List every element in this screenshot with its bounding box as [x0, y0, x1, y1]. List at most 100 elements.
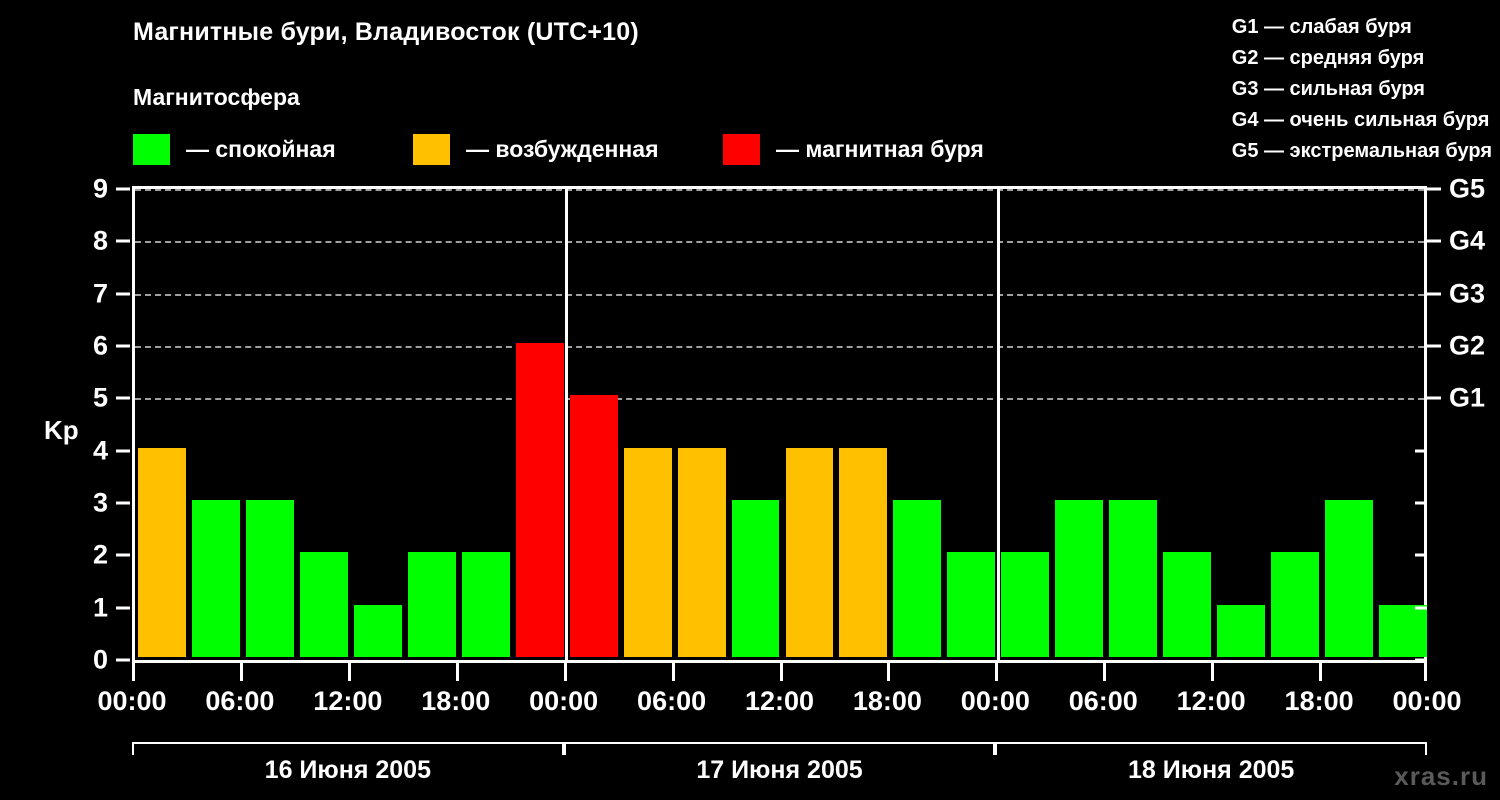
g-tick-label: G2	[1449, 330, 1486, 361]
x-tick-mark	[1211, 663, 1215, 681]
x-tick-mark	[995, 663, 999, 681]
bar-series	[135, 189, 1427, 660]
g-scale-legend-row: G5 — экстремальная буря	[1231, 140, 1492, 162]
y-tick-label: 4	[92, 435, 108, 466]
bar-quiet	[1217, 604, 1266, 657]
bar-quiet	[1001, 552, 1050, 657]
y-tick-mark	[116, 606, 130, 610]
date-bracket	[563, 742, 996, 755]
y-tick-mark	[116, 501, 130, 505]
right-axis-g-scale: G1 G2 G3 G4 G5	[1427, 174, 1497, 663]
x-tick-mark	[132, 663, 135, 681]
x-axis-ticks	[132, 663, 1427, 681]
right-minor-tick	[1415, 606, 1427, 610]
gridline	[135, 189, 1424, 191]
page-title: Магнитные бури, Владивосток (UTC+10)	[133, 18, 639, 46]
date-bracket	[132, 742, 564, 755]
x-tick-label: 12:00	[744, 686, 815, 716]
magnetosphere-legend-label: — возбужденная	[466, 135, 659, 162]
x-tick-label: 18:00	[1284, 686, 1354, 716]
gridline	[135, 398, 1424, 401]
g-tick-mark	[1427, 344, 1441, 348]
x-tick-mark	[563, 663, 567, 681]
y-tick-mark	[116, 187, 130, 191]
g-tick-label: G5	[1449, 173, 1486, 204]
y-tick-label: 1	[92, 592, 108, 623]
right-minor-tick	[1415, 501, 1427, 505]
x-tick-label: 06:00	[1068, 686, 1138, 716]
x-tick-mark	[671, 663, 675, 681]
date-axis-brackets	[132, 742, 1427, 756]
y-axis-ticks: 0 1 2 3 4 5 6 7 8 9	[76, 174, 130, 675]
bar-quiet	[1163, 552, 1212, 657]
bar-storm	[569, 395, 618, 657]
magnetosphere-legend-entry: — магнитная буря	[723, 132, 984, 166]
x-tick-label: 12:00	[1176, 686, 1246, 716]
legend-swatch-excited	[413, 133, 450, 165]
y-tick-label: 9	[92, 173, 108, 204]
magnetosphere-legend-entry: — спокойная	[133, 132, 336, 166]
x-tick-mark	[1319, 663, 1323, 681]
bar-quiet	[191, 500, 240, 657]
bar-quiet	[245, 500, 294, 657]
g-tick-label: G1	[1449, 382, 1486, 413]
x-tick-label: 00:00	[97, 686, 167, 716]
magnetosphere-legend: — спокойная — возбужденная — магнитная бур…	[133, 132, 1033, 166]
g-scale-legend-row: G2 — средняя буря	[1231, 47, 1425, 69]
x-tick-mark	[239, 663, 243, 681]
watermark: xras.ru	[1394, 761, 1488, 791]
bar-excited	[623, 447, 672, 657]
x-tick-label: 00:00	[1392, 686, 1462, 716]
magnetosphere-legend-label: — магнитная буря	[776, 135, 984, 162]
y-tick-mark	[116, 553, 130, 557]
x-tick-mark	[1103, 663, 1107, 681]
x-tick-label: 12:00	[313, 686, 383, 716]
y-tick-mark	[116, 344, 130, 348]
y-tick-mark	[116, 292, 130, 296]
gridline	[135, 346, 1424, 348]
g-tick-mark	[1427, 239, 1441, 243]
bar-quiet	[1379, 604, 1427, 657]
g-tick-label: G4	[1449, 225, 1486, 256]
bar-storm	[515, 343, 564, 657]
bar-excited	[785, 447, 834, 657]
bar-quiet	[1055, 500, 1104, 657]
bar-quiet	[299, 552, 348, 657]
date-bracket	[995, 742, 1427, 755]
x-axis-labels: 00:00 06:00 12:00 18:00 00:00 06:00 12:00 18:00…	[0, 686, 1500, 720]
x-tick-mark	[779, 663, 783, 681]
bar-quiet	[1271, 552, 1320, 657]
date-label: 18 Июня 2005	[1127, 756, 1295, 784]
bar-excited	[138, 447, 186, 657]
x-tick-label: 18:00	[852, 686, 922, 716]
g-scale-legend-row: G1 — слабая буря	[1231, 16, 1412, 38]
right-minor-tick	[1415, 553, 1427, 557]
gridline	[135, 293, 1424, 296]
plot-area	[132, 186, 1427, 663]
legend-swatch-quiet	[133, 133, 170, 165]
g-tick-mark	[1427, 396, 1441, 400]
x-tick-label: 00:00	[529, 686, 599, 716]
y-tick-mark	[116, 449, 130, 453]
y-tick-label: 7	[92, 278, 108, 309]
x-tick-label: 06:00	[637, 686, 707, 716]
bar-quiet	[893, 500, 942, 657]
day-separator	[996, 189, 1000, 660]
x-tick-mark	[1424, 663, 1427, 681]
y-tick-label: 3	[92, 487, 108, 518]
g-tick-mark	[1427, 187, 1441, 191]
magnetosphere-heading: Магнитосфера	[133, 84, 300, 110]
date-label: 16 Июня 2005	[264, 756, 431, 784]
date-label: 17 Июня 2005	[696, 756, 863, 784]
g-tick-label: G3	[1449, 278, 1486, 309]
g-scale-legend-row: G3 — сильная буря	[1231, 78, 1425, 100]
y-tick-mark	[116, 658, 130, 662]
y-tick-mark	[116, 239, 130, 243]
y-axis-label: Kp	[44, 415, 79, 445]
bar-quiet	[731, 500, 780, 657]
y-tick-label: 5	[92, 382, 108, 413]
bar-quiet	[407, 552, 456, 657]
x-tick-mark	[887, 663, 891, 681]
gridline	[135, 241, 1424, 244]
y-tick-label: 6	[92, 330, 108, 361]
